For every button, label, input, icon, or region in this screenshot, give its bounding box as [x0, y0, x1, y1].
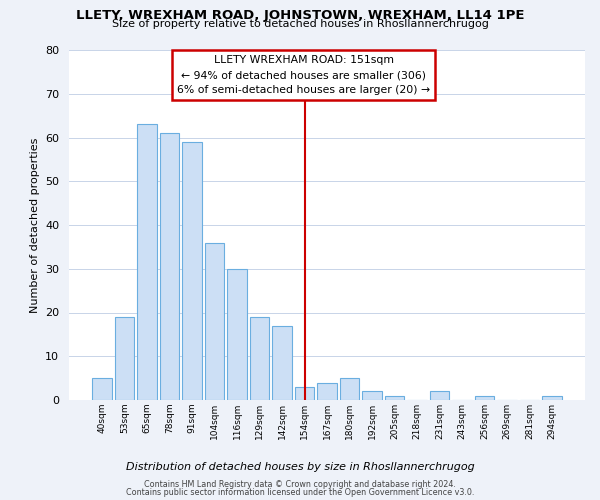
Text: Size of property relative to detached houses in Rhosllannerchrugog: Size of property relative to detached ho…: [112, 19, 488, 29]
Bar: [160, 133, 179, 400]
Bar: [475, 396, 494, 400]
Text: Distribution of detached houses by size in Rhosllannerchrugog: Distribution of detached houses by size …: [125, 462, 475, 472]
Bar: [340, 378, 359, 400]
Bar: [92, 378, 112, 400]
Bar: [430, 391, 449, 400]
Text: LLETY, WREXHAM ROAD, JOHNSTOWN, WREXHAM, LL14 1PE: LLETY, WREXHAM ROAD, JOHNSTOWN, WREXHAM,…: [76, 9, 524, 22]
Text: Contains public sector information licensed under the Open Government Licence v3: Contains public sector information licen…: [126, 488, 474, 497]
Text: Contains HM Land Registry data © Crown copyright and database right 2024.: Contains HM Land Registry data © Crown c…: [144, 480, 456, 489]
Bar: [295, 387, 314, 400]
Bar: [385, 396, 404, 400]
Bar: [205, 242, 224, 400]
Y-axis label: Number of detached properties: Number of detached properties: [29, 138, 40, 312]
Bar: [137, 124, 157, 400]
Bar: [182, 142, 202, 400]
Text: LLETY WREXHAM ROAD: 151sqm
← 94% of detached houses are smaller (306)
6% of semi: LLETY WREXHAM ROAD: 151sqm ← 94% of deta…: [177, 55, 430, 95]
Bar: [115, 317, 134, 400]
Bar: [317, 382, 337, 400]
Bar: [227, 268, 247, 400]
Bar: [250, 317, 269, 400]
Bar: [272, 326, 292, 400]
Bar: [362, 391, 382, 400]
Bar: [542, 396, 562, 400]
